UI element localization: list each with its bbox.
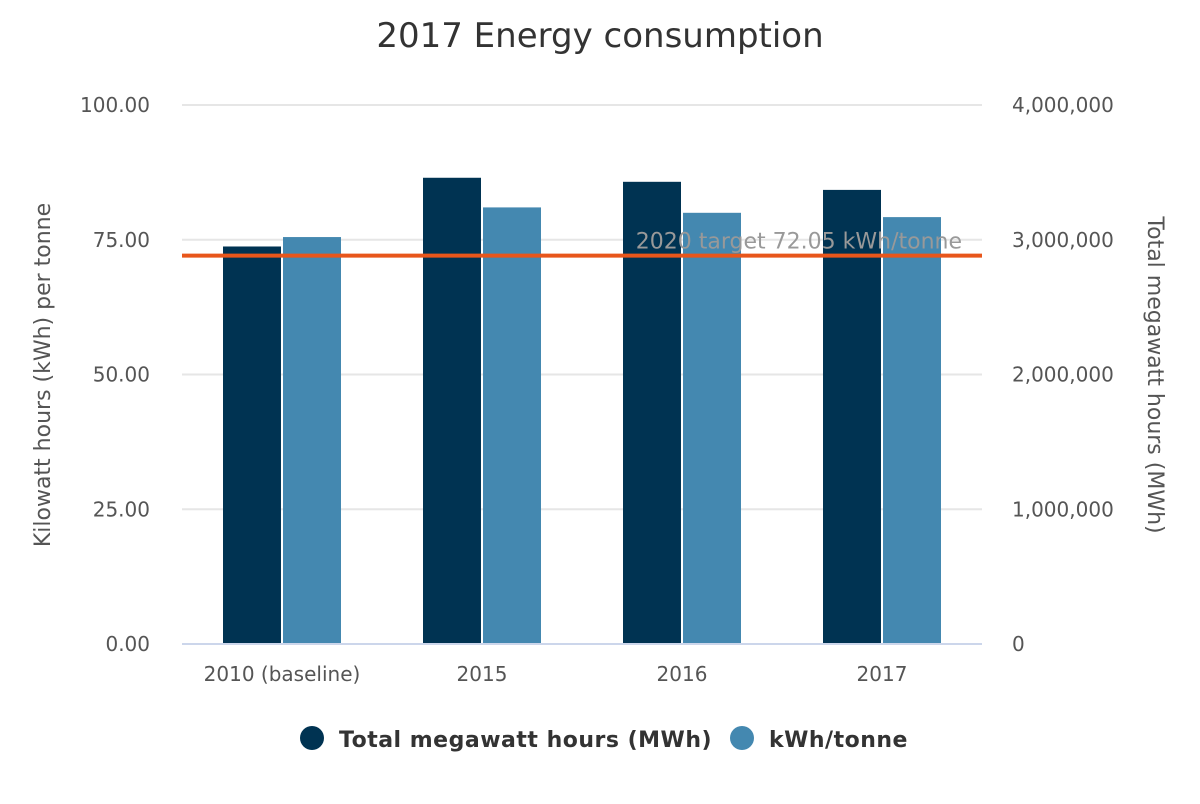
right-axis-title: Total megawatt hours (MWh) [1142, 215, 1167, 533]
bar-kwh-tonne[interactable] [483, 207, 541, 644]
legend-label-kwh-tonne: kWh/tonne [769, 728, 908, 753]
left-tick-label: 75.00 [93, 228, 150, 252]
left-axis-title: Kilowatt hours (kWh) per tonne [31, 203, 56, 547]
bar-kwh-tonne[interactable] [283, 237, 341, 644]
legend: Total megawatt hours (MWh) kWh/tonne [300, 726, 908, 753]
right-tick-label: 1,000,000 [1012, 497, 1114, 521]
left-tick-label: 100.00 [80, 93, 150, 117]
legend-marker-kwh-tonne [730, 726, 754, 750]
legend-item-mwh[interactable]: Total megawatt hours (MWh) [300, 726, 712, 753]
legend-item-kwh-tonne[interactable]: kWh/tonne [730, 726, 908, 753]
bar-mwh[interactable] [623, 181, 681, 644]
right-tick-label: 0 [1012, 632, 1025, 656]
x-tick-label: 2017 [857, 662, 908, 686]
bar-mwh[interactable] [223, 246, 281, 645]
target-line-label: 2020 target 72.05 kWh/tonne [636, 230, 962, 255]
bar-mwh[interactable] [823, 189, 881, 644]
chart-title: 2017 Energy consumption [376, 16, 823, 56]
left-tick-label: 0.00 [105, 632, 150, 656]
legend-label-mwh: Total megawatt hours (MWh) [339, 728, 712, 753]
left-tick-label: 25.00 [93, 497, 150, 521]
left-tick-label: 50.00 [93, 363, 150, 387]
right-tick-label: 2,000,000 [1012, 363, 1114, 387]
left-axis-ticks: 0.00 25.00 50.00 75.00 100.00 [80, 93, 150, 656]
x-axis-labels: 2010 (baseline) 2015 2016 2017 [204, 662, 908, 686]
x-tick-label: 2010 (baseline) [204, 662, 361, 686]
x-tick-label: 2016 [657, 662, 708, 686]
bar-mwh[interactable] [423, 177, 481, 644]
right-tick-label: 3,000,000 [1012, 228, 1114, 252]
bar-kwh-tonne[interactable] [883, 217, 941, 644]
bar-kwh-tonne[interactable] [683, 212, 741, 645]
right-tick-label: 4,000,000 [1012, 93, 1114, 117]
legend-marker-mwh [300, 726, 324, 750]
right-axis-ticks: 0 1,000,000 2,000,000 3,000,000 4,000,000 [1012, 93, 1114, 656]
x-tick-label: 2015 [457, 662, 508, 686]
